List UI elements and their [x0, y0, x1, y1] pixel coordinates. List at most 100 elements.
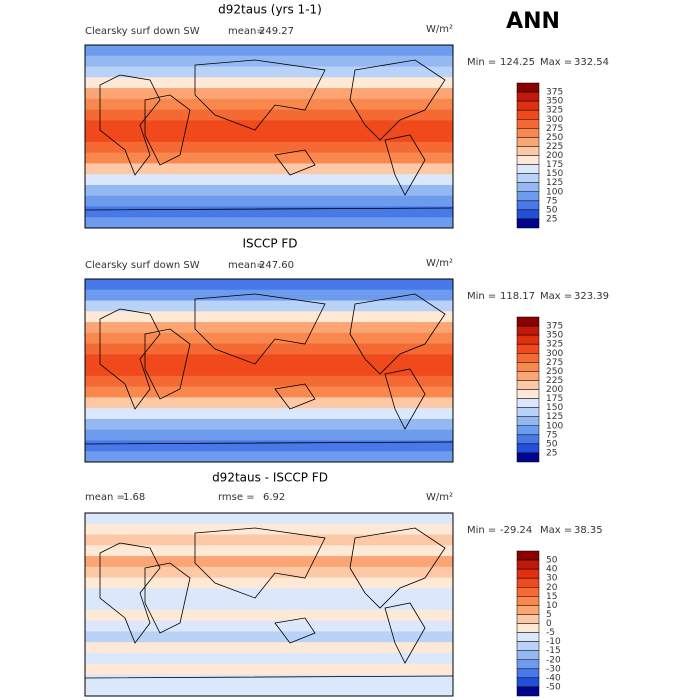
map-band — [85, 163, 453, 175]
colorbar-box — [516, 587, 540, 597]
colorbar-label: 300 — [546, 349, 563, 359]
mean-value: 247.60 — [259, 260, 294, 271]
min-label: Min = — [467, 525, 496, 536]
mean-value: 1.68 — [123, 492, 145, 503]
colorbar-label: 325 — [546, 340, 563, 350]
colorbar-box — [516, 209, 540, 220]
max-label: Max = — [540, 291, 572, 302]
colorbar-box — [516, 128, 540, 138]
colorbar-label: 125 — [546, 178, 563, 188]
mean-value: 249.27 — [259, 26, 294, 37]
panel-title: ISCCP FD — [242, 237, 297, 251]
min-label: Min = — [467, 291, 496, 302]
colorbar-label: 375 — [546, 88, 563, 98]
colorbar-box — [516, 398, 540, 408]
mean-label: mean= — [228, 260, 265, 271]
colorbar-box — [516, 119, 540, 129]
colorbar-box — [516, 137, 540, 147]
colorbar-box — [516, 650, 540, 660]
colorbar-label: 20 — [546, 583, 558, 593]
panel-title: d92taus - ISCCP FD — [212, 471, 328, 485]
map-band — [85, 131, 453, 143]
map-band — [85, 98, 453, 111]
map-band — [85, 109, 453, 121]
map-band — [85, 631, 453, 643]
colorbar-box — [516, 677, 540, 688]
map-band — [85, 652, 453, 665]
map-band — [85, 311, 453, 323]
map-band — [85, 386, 453, 398]
map-band — [85, 300, 453, 312]
coastlines — [84, 59, 454, 211]
mean-label: mean= — [228, 26, 265, 37]
colorbar-label: 75 — [546, 196, 557, 206]
colorbar-box — [516, 668, 540, 679]
colorbar-box — [516, 443, 540, 454]
colorbar-box — [516, 316, 540, 327]
colorbar-box — [516, 452, 540, 463]
colorbar-label: 125 — [546, 412, 563, 422]
map-band — [85, 184, 453, 197]
panel-title: d92taus (yrs 1-1) — [218, 3, 322, 17]
map-band — [85, 152, 453, 164]
map-band — [85, 599, 453, 611]
colorbar-label: 15 — [546, 592, 557, 602]
map-band — [85, 66, 453, 78]
colorbar-box — [516, 659, 540, 670]
colorbar-box — [516, 632, 540, 642]
colorbar-label: 50 — [546, 205, 558, 215]
colorbar-label: 5 — [546, 610, 552, 620]
map-band — [85, 397, 453, 409]
colorbar-label: -5 — [546, 628, 555, 638]
colorbar-box — [516, 325, 540, 336]
colorbar-box — [516, 407, 540, 417]
colorbar-label: 200 — [546, 151, 563, 161]
colorbar-box — [516, 173, 540, 183]
map-band — [85, 365, 453, 377]
colorbar-label: 0 — [546, 619, 552, 629]
colorbar-label: 10 — [546, 601, 558, 611]
map-band — [85, 513, 453, 525]
rmse-label: rmse = — [218, 492, 255, 503]
map-band — [85, 332, 453, 345]
colorbar-box — [516, 434, 540, 445]
colorbar-box — [516, 425, 540, 436]
map-band — [85, 343, 453, 355]
map-frame — [84, 512, 454, 697]
colorbar-box — [516, 389, 540, 399]
colorbar-label: 100 — [546, 187, 563, 197]
map-band — [85, 195, 453, 207]
colorbar-label: 150 — [546, 169, 563, 179]
units: W/m² — [426, 258, 453, 269]
map-band — [85, 545, 453, 557]
map-band — [85, 217, 453, 229]
max-value: 323.39 — [574, 291, 609, 302]
colorbar-label: 250 — [546, 367, 563, 377]
min-label: Min = — [467, 57, 496, 68]
field-label: Clearsky surf down SW — [85, 26, 200, 37]
map-band — [85, 322, 453, 334]
colorbar-box — [516, 218, 540, 229]
map-band — [85, 556, 453, 568]
colorbar-label: -15 — [546, 646, 561, 656]
map-band — [85, 120, 453, 132]
units: W/m² — [426, 24, 453, 35]
colorbar-label: 275 — [546, 358, 563, 368]
coastlines — [84, 293, 454, 445]
map-band — [85, 642, 453, 654]
colorbar-box — [516, 686, 540, 697]
colorbar-box — [516, 568, 540, 579]
map-band — [85, 620, 453, 632]
colorbar-label: -20 — [546, 655, 561, 665]
colorbar-box — [516, 109, 540, 120]
map-band — [85, 354, 453, 366]
colorbar-box — [516, 182, 540, 192]
colorbar-label: 75 — [546, 430, 557, 440]
colorbar-box — [516, 334, 540, 345]
map-band — [85, 55, 453, 68]
map-band — [85, 577, 453, 589]
colorbar-label: 250 — [546, 133, 563, 143]
colorbar-box — [516, 577, 540, 588]
map-band — [85, 141, 453, 154]
min-value: 124.25 — [500, 57, 535, 68]
